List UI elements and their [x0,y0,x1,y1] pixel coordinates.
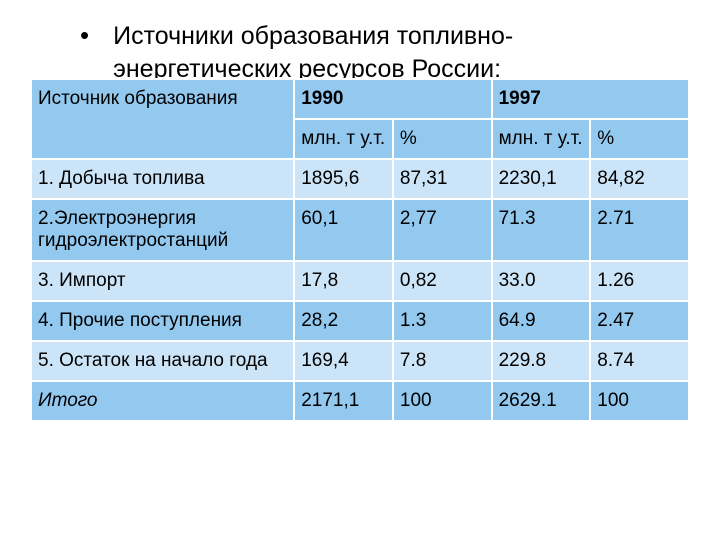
header-year2: 1997 [492,79,689,119]
row-value: 2171,1 [294,381,393,421]
row-value: 87,31 [393,159,492,199]
row-value: 229.8 [492,341,591,381]
row-label: 3. Импорт [31,261,294,301]
header-row-1: Источник образования 1990 1997 [31,79,689,119]
page-title: Источники образования топливно-энергетич… [113,20,690,85]
row-value: 7.8 [393,341,492,381]
row-label: 4. Прочие поступления [31,301,294,341]
header-source: Источник образования [31,79,294,159]
row-label: 1. Добыча топлива [31,159,294,199]
row-value: 1.3 [393,301,492,341]
subheader-pct-2: % [590,119,689,159]
row-value: 2230,1 [492,159,591,199]
row-label: 2.Электроэнергия гидроэлектростанций [31,199,294,261]
subheader-mln-1: млн. т у.т. [294,119,393,159]
table-row: 5. Остаток на начало года 169,4 7.8 229.… [31,341,689,381]
row-value: 1895,6 [294,159,393,199]
row-value: 64.9 [492,301,591,341]
row-value: 2.47 [590,301,689,341]
row-value: 60,1 [294,199,393,261]
energy-sources-table: Источник образования 1990 1997 млн. т у.… [30,78,690,422]
row-value: 1.26 [590,261,689,301]
table-row: 1. Добыча топлива 1895,6 87,31 2230,1 84… [31,159,689,199]
title-section: • Источники образования топливно-энергет… [30,20,690,85]
table-row: 3. Импорт 17,8 0,82 33.0 1.26 [31,261,689,301]
row-value: 8.74 [590,341,689,381]
row-value: 2.71 [590,199,689,261]
row-value: 2629.1 [492,381,591,421]
row-value: 17,8 [294,261,393,301]
row-value: 0,82 [393,261,492,301]
row-value: 100 [393,381,492,421]
subheader-pct-1: % [393,119,492,159]
row-value: 33.0 [492,261,591,301]
row-value: 2,77 [393,199,492,261]
row-label: Итого [31,381,294,421]
row-label: 5. Остаток на начало года [31,341,294,381]
row-value: 71.3 [492,199,591,261]
subheader-mln-2: млн. т у.т. [492,119,591,159]
header-year1: 1990 [294,79,491,119]
row-value: 84,82 [590,159,689,199]
table-row-total: Итого 2171,1 100 2629.1 100 [31,381,689,421]
row-value: 169,4 [294,341,393,381]
row-value: 100 [590,381,689,421]
row-value: 28,2 [294,301,393,341]
table-row: 2.Электроэнергия гидроэлектростанций 60,… [31,199,689,261]
bullet-marker: • [80,20,89,51]
table-row: 4. Прочие поступления 28,2 1.3 64.9 2.47 [31,301,689,341]
